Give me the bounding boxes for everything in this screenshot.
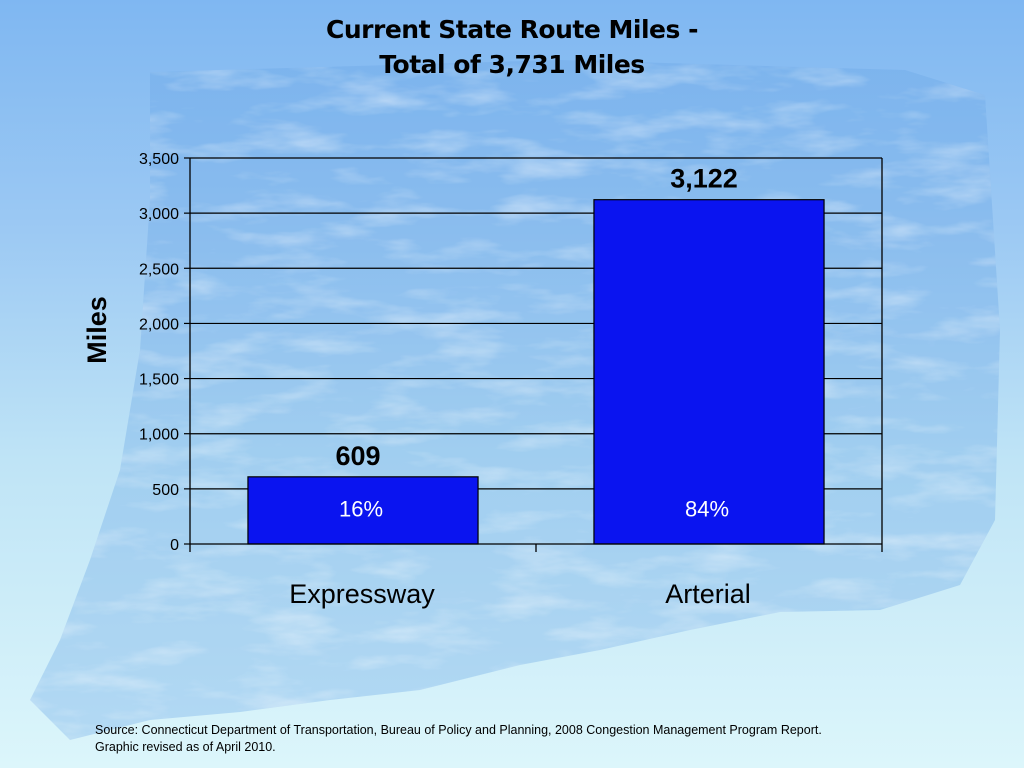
source-note: Source: Connecticut Department of Transp… <box>95 722 995 756</box>
chart-labels: 0 500 1,000 1,500 2,000 2,500 3,000 3,500 609 16%… <box>82 151 751 609</box>
bar-percent-label: 16% <box>339 496 383 521</box>
y-tick-label: 3,500 <box>139 151 179 168</box>
x-category-label: Expressway <box>289 579 435 609</box>
chart-title: Current State Route Miles - Total of 3,7… <box>0 12 1024 82</box>
chart-title-line-1: Current State Route Miles - <box>326 15 698 44</box>
bar-value-label: 609 <box>335 441 380 471</box>
y-tick-label: 2,500 <box>139 261 179 278</box>
y-tick-label: 2,000 <box>139 316 179 333</box>
y-tick-label: 0 <box>170 537 179 554</box>
chart-title-line-2: Total of 3,731 Miles <box>379 50 645 79</box>
y-tick-label: 3,000 <box>139 206 179 223</box>
x-category-label: Arterial <box>665 579 751 609</box>
y-axis-label: Miles <box>82 296 112 364</box>
chart-axes <box>184 157 883 552</box>
bar-value-label: 3,122 <box>670 164 738 194</box>
chart-bars <box>247 199 825 545</box>
bar <box>593 199 825 545</box>
y-tick-label: 500 <box>152 482 179 499</box>
source-line-2: Graphic revised as of April 2010. <box>95 740 276 754</box>
bar <box>247 476 479 545</box>
source-line-1: Source: Connecticut Department of Transp… <box>95 723 822 737</box>
y-tick-label: 1,000 <box>139 427 179 444</box>
y-tick-label: 1,500 <box>139 372 179 389</box>
bar-percent-label: 84% <box>685 496 729 521</box>
bar-chart: 0 500 1,000 1,500 2,000 2,500 3,000 3,500 609 16%… <box>82 151 883 609</box>
